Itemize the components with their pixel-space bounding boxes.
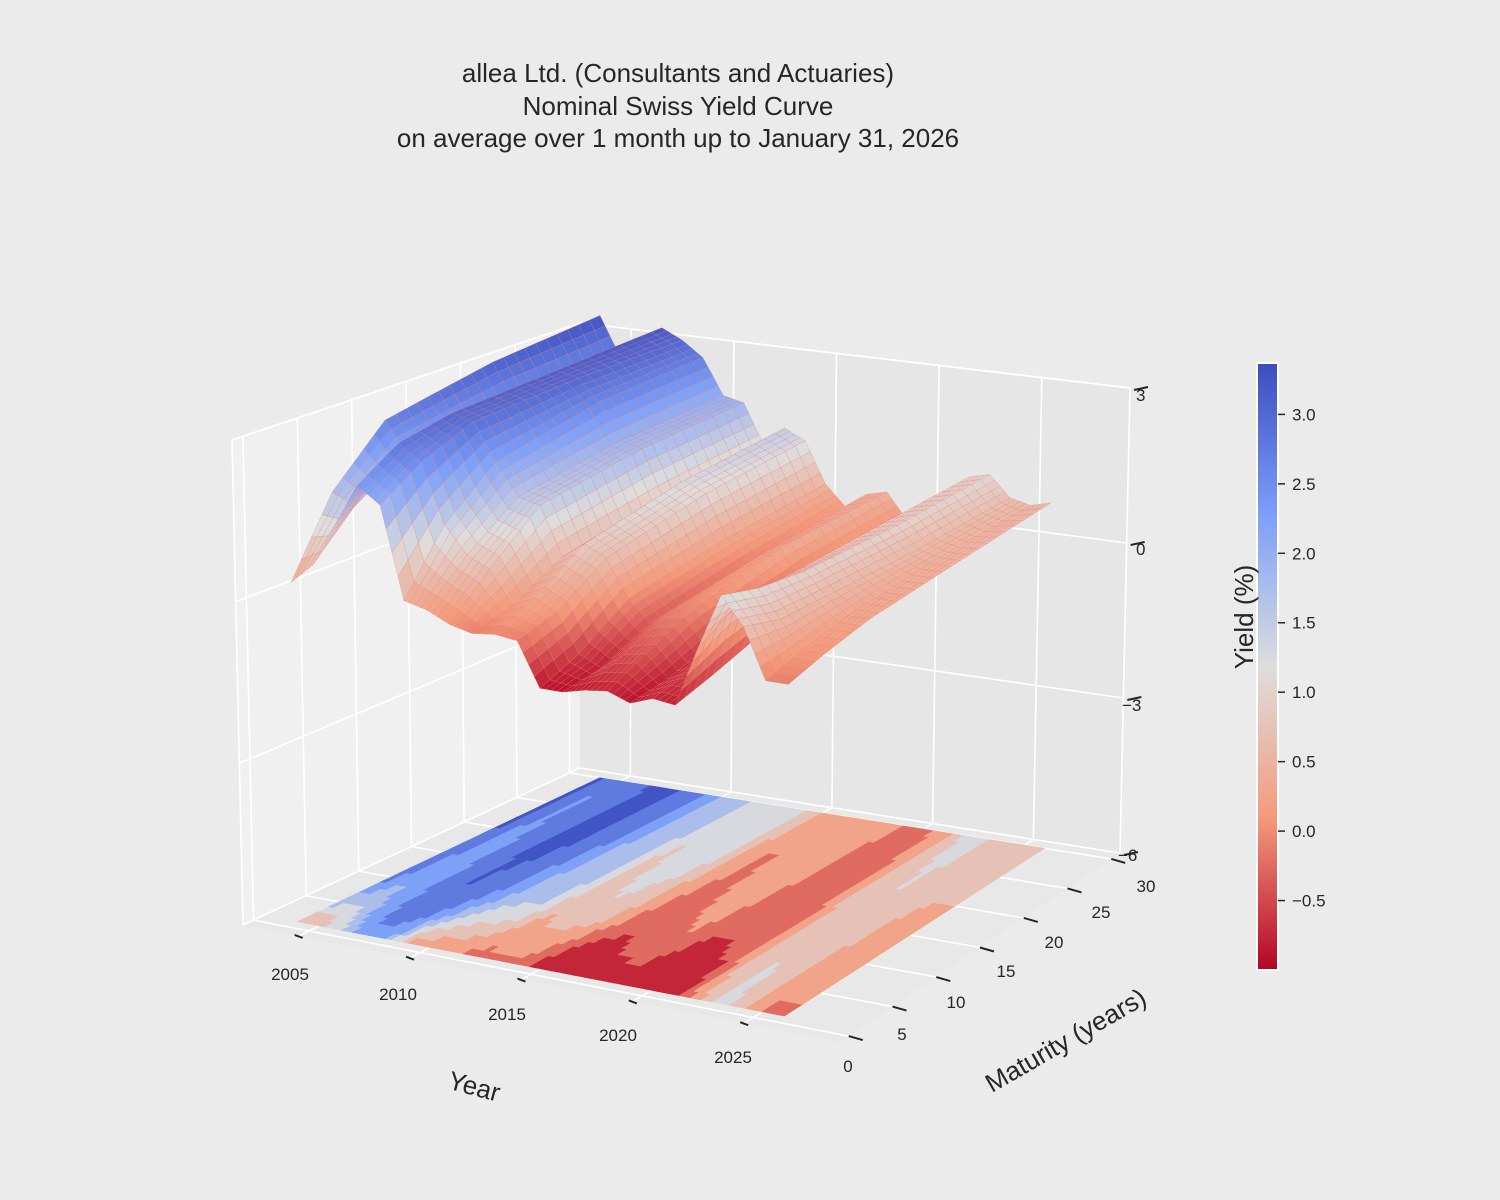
z-grid-line — [242, 767, 1121, 926]
box-edge — [231, 322, 1131, 926]
y-grid-line — [242, 436, 849, 1037]
floor-contour — [296, 777, 1046, 1017]
